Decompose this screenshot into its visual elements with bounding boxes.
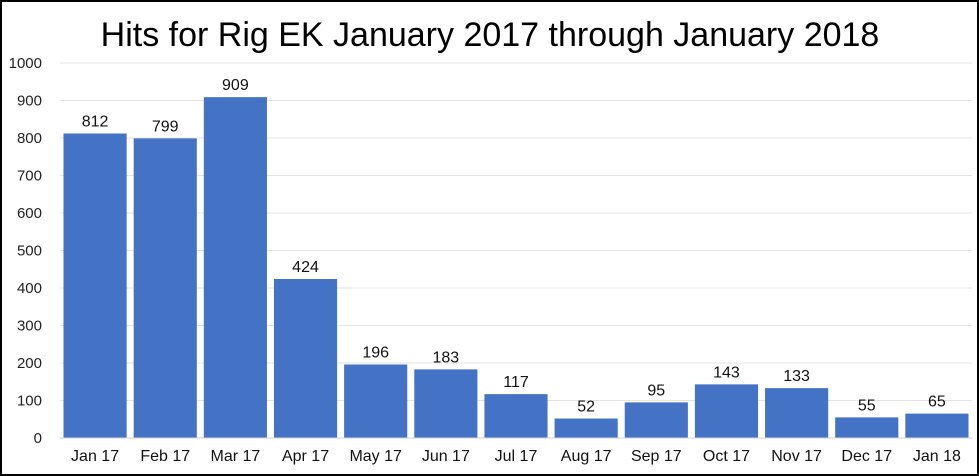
x-tick-label: Dec 17	[841, 448, 892, 465]
bar	[344, 364, 408, 438]
bar	[133, 138, 197, 438]
bar	[63, 133, 127, 438]
x-tick-label: Mar 17	[210, 448, 260, 465]
bar	[905, 413, 969, 438]
data-labels: 812 799 909 424 196 183 117 52 95 143 133 55 65	[82, 77, 946, 415]
x-tick-label: Feb 17	[140, 448, 190, 465]
x-axis-tick-labels: Jan 17 Feb 17 Mar 17 Apr 17 May 17 Jun 17 Jul …	[71, 448, 961, 465]
data-label: 909	[222, 77, 249, 94]
y-tick-label: 0	[34, 430, 42, 447]
x-tick-label: Jun 17	[422, 448, 470, 465]
bar	[484, 394, 548, 438]
y-tick-label: 1000	[9, 55, 42, 72]
x-tick-label: Jan 17	[71, 448, 119, 465]
x-tick-label: Jan 18	[913, 448, 961, 465]
bar	[203, 97, 267, 438]
x-tick-label: Nov 17	[771, 448, 822, 465]
bar	[694, 384, 759, 438]
data-label: 196	[362, 345, 389, 362]
data-label: 55	[858, 397, 876, 414]
bar	[765, 388, 829, 438]
x-tick-label: Apr 17	[282, 448, 329, 465]
chart-title: Hits for Rig EK January 2017 through Jan…	[101, 16, 880, 54]
y-tick-label: 400	[17, 280, 42, 297]
x-tick-label: Aug 17	[561, 448, 612, 465]
y-tick-label: 900	[17, 93, 42, 110]
data-label: 65	[928, 394, 946, 411]
data-label: 183	[432, 349, 459, 366]
y-tick-label: 200	[17, 355, 42, 372]
bar	[554, 418, 618, 438]
x-tick-label: Sep 17	[631, 448, 682, 465]
y-tick-label: 100	[17, 393, 42, 410]
data-label: 812	[82, 114, 109, 131]
y-tick-label: 800	[17, 130, 42, 147]
bar	[273, 279, 338, 438]
data-label: 799	[152, 118, 179, 135]
bar	[835, 417, 899, 438]
bar	[624, 402, 688, 438]
x-tick-label: Oct 17	[703, 448, 750, 465]
x-tick-label: May 17	[349, 448, 402, 465]
data-label: 95	[647, 382, 665, 399]
data-label: 143	[713, 364, 740, 381]
data-label: 424	[292, 259, 319, 276]
data-label: 52	[577, 399, 595, 416]
data-label: 117	[503, 374, 529, 391]
y-tick-label: 600	[17, 205, 42, 222]
data-label: 133	[783, 368, 810, 385]
y-tick-label: 300	[17, 318, 42, 335]
bars	[63, 97, 969, 438]
x-tick-label: Jul 17	[495, 448, 538, 465]
y-axis-tick-labels: 0 100 200 300 400 500 600 700 800 900 1000	[9, 55, 42, 447]
y-tick-label: 500	[17, 243, 42, 260]
y-tick-label: 700	[17, 168, 42, 185]
bar	[414, 369, 478, 438]
